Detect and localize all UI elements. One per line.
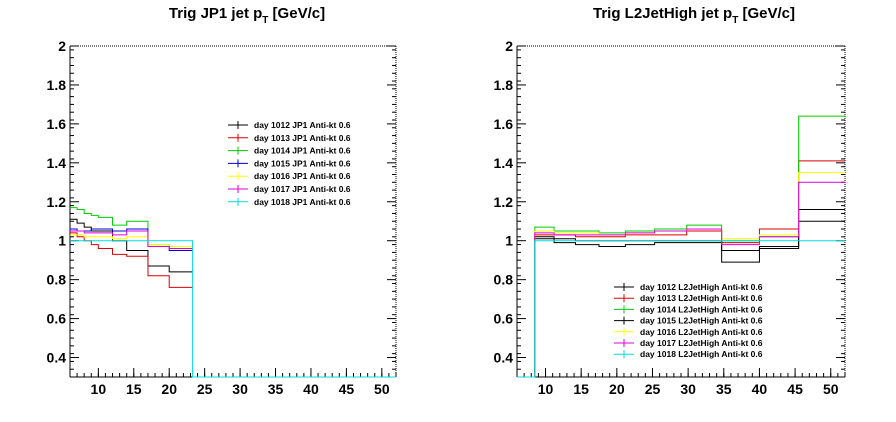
y-tick-label: 1.2 [47,194,67,210]
y-tick-label: 1.2 [494,194,514,210]
y-tick-label: 0.4 [47,350,67,366]
y-tick-label: 0.6 [47,311,67,327]
legend-entry: day 1018 JP1 Anti-kt 0.6 [254,197,351,207]
legend-entry: day 1016 L2JetHigh Anti-kt 0.6 [640,327,763,337]
y-tick-label: 2 [58,38,66,54]
y-tick-label: 0.4 [494,350,514,366]
y-tick-label: 1.8 [47,77,67,93]
series-line [70,232,193,288]
legend-entry: day 1016 JP1 Anti-kt 0.6 [254,171,351,181]
legend-entry: day 1017 L2JetHigh Anti-kt 0.6 [640,338,763,348]
x-tick-label: 40 [752,381,768,397]
x-tick-label: 35 [716,381,732,397]
series-line [517,181,845,378]
title-main: Trig JP1 jet p [169,5,262,22]
x-tick-label: 40 [303,381,319,397]
x-tick-label: 20 [161,381,177,397]
x-tick-label: 30 [680,381,696,397]
right-panel-l2jethigh: Trig L2JetHigh jet pT [GeV/c] 0.4 0.6 0.8 1 1… [494,5,846,397]
title-main: Trig L2JetHigh jet p [593,5,732,22]
legend-entry: day 1014 JP1 Anti-kt 0.6 [254,146,351,156]
x-tick-label: 50 [823,381,839,397]
y-tick-label: 0.6 [494,311,514,327]
x-tick-label: 15 [126,381,142,397]
title-suffix: [GeV/c] [738,5,795,22]
series-line [70,230,193,249]
legend-entry: day 1015 JP1 Anti-kt 0.6 [254,158,351,168]
x-tick-label: 35 [268,381,284,397]
x-tick-label: 10 [538,381,554,397]
legend-entry: day 1015 L2JetHigh Anti-kt 0.6 [640,316,763,326]
chart-title: Trig L2JetHigh jet pT [GeV/c] [593,5,795,26]
legend-entry: day 1012 L2JetHigh Anti-kt 0.6 [640,282,763,292]
y-tick-label: 1.6 [494,116,514,132]
x-tick-label: 50 [374,381,390,397]
series-line [70,218,193,273]
y-tick-label: 2 [505,38,513,54]
y-tick-label: 0.8 [47,272,67,288]
x-tick-label: 25 [645,381,661,397]
legend-entry: day 1014 L2JetHigh Anti-kt 0.6 [640,304,763,314]
y-tick-label: 1.4 [494,155,514,171]
y-tick-label: 1.4 [47,155,67,171]
legend-entry: day 1017 JP1 Anti-kt 0.6 [254,184,351,194]
y-tick-label: 1.8 [494,77,514,93]
legend-entry: day 1012 JP1 Anti-kt 0.6 [254,120,351,130]
series-line [70,240,396,378]
chart-title: Trig JP1 jet pT [GeV/c] [169,5,325,26]
series-line [70,228,193,251]
series-line [70,234,193,248]
title-suffix: [GeV/c] [268,5,325,22]
x-tick-label: 25 [197,381,213,397]
series-line [517,240,845,378]
y-tick-label: 1 [505,233,513,249]
x-tick-label: 10 [91,381,107,397]
legend-entry: day 1018 L2JetHigh Anti-kt 0.6 [640,349,763,359]
x-tick-label: 30 [232,381,248,397]
series-line [517,220,845,378]
x-tick-label: 20 [609,381,625,397]
legend-entry: day 1013 JP1 Anti-kt 0.6 [254,133,351,143]
left-panel-jp1: Trig JP1 jet pT [GeV/c] 0.4 0.6 0.8 1 1.2 1.4 1… [47,5,397,397]
y-tick-label: 0.8 [494,272,514,288]
legend-entry: day 1013 L2JetHigh Anti-kt 0.6 [640,293,763,303]
x-tick-label: 45 [787,381,803,397]
x-tick-label: 15 [573,381,589,397]
y-tick-label: 1 [58,233,66,249]
title-subscript: T [262,15,268,26]
y-tick-label: 1.6 [47,116,67,132]
x-tick-label: 45 [339,381,355,397]
title-subscript: T [732,15,738,26]
